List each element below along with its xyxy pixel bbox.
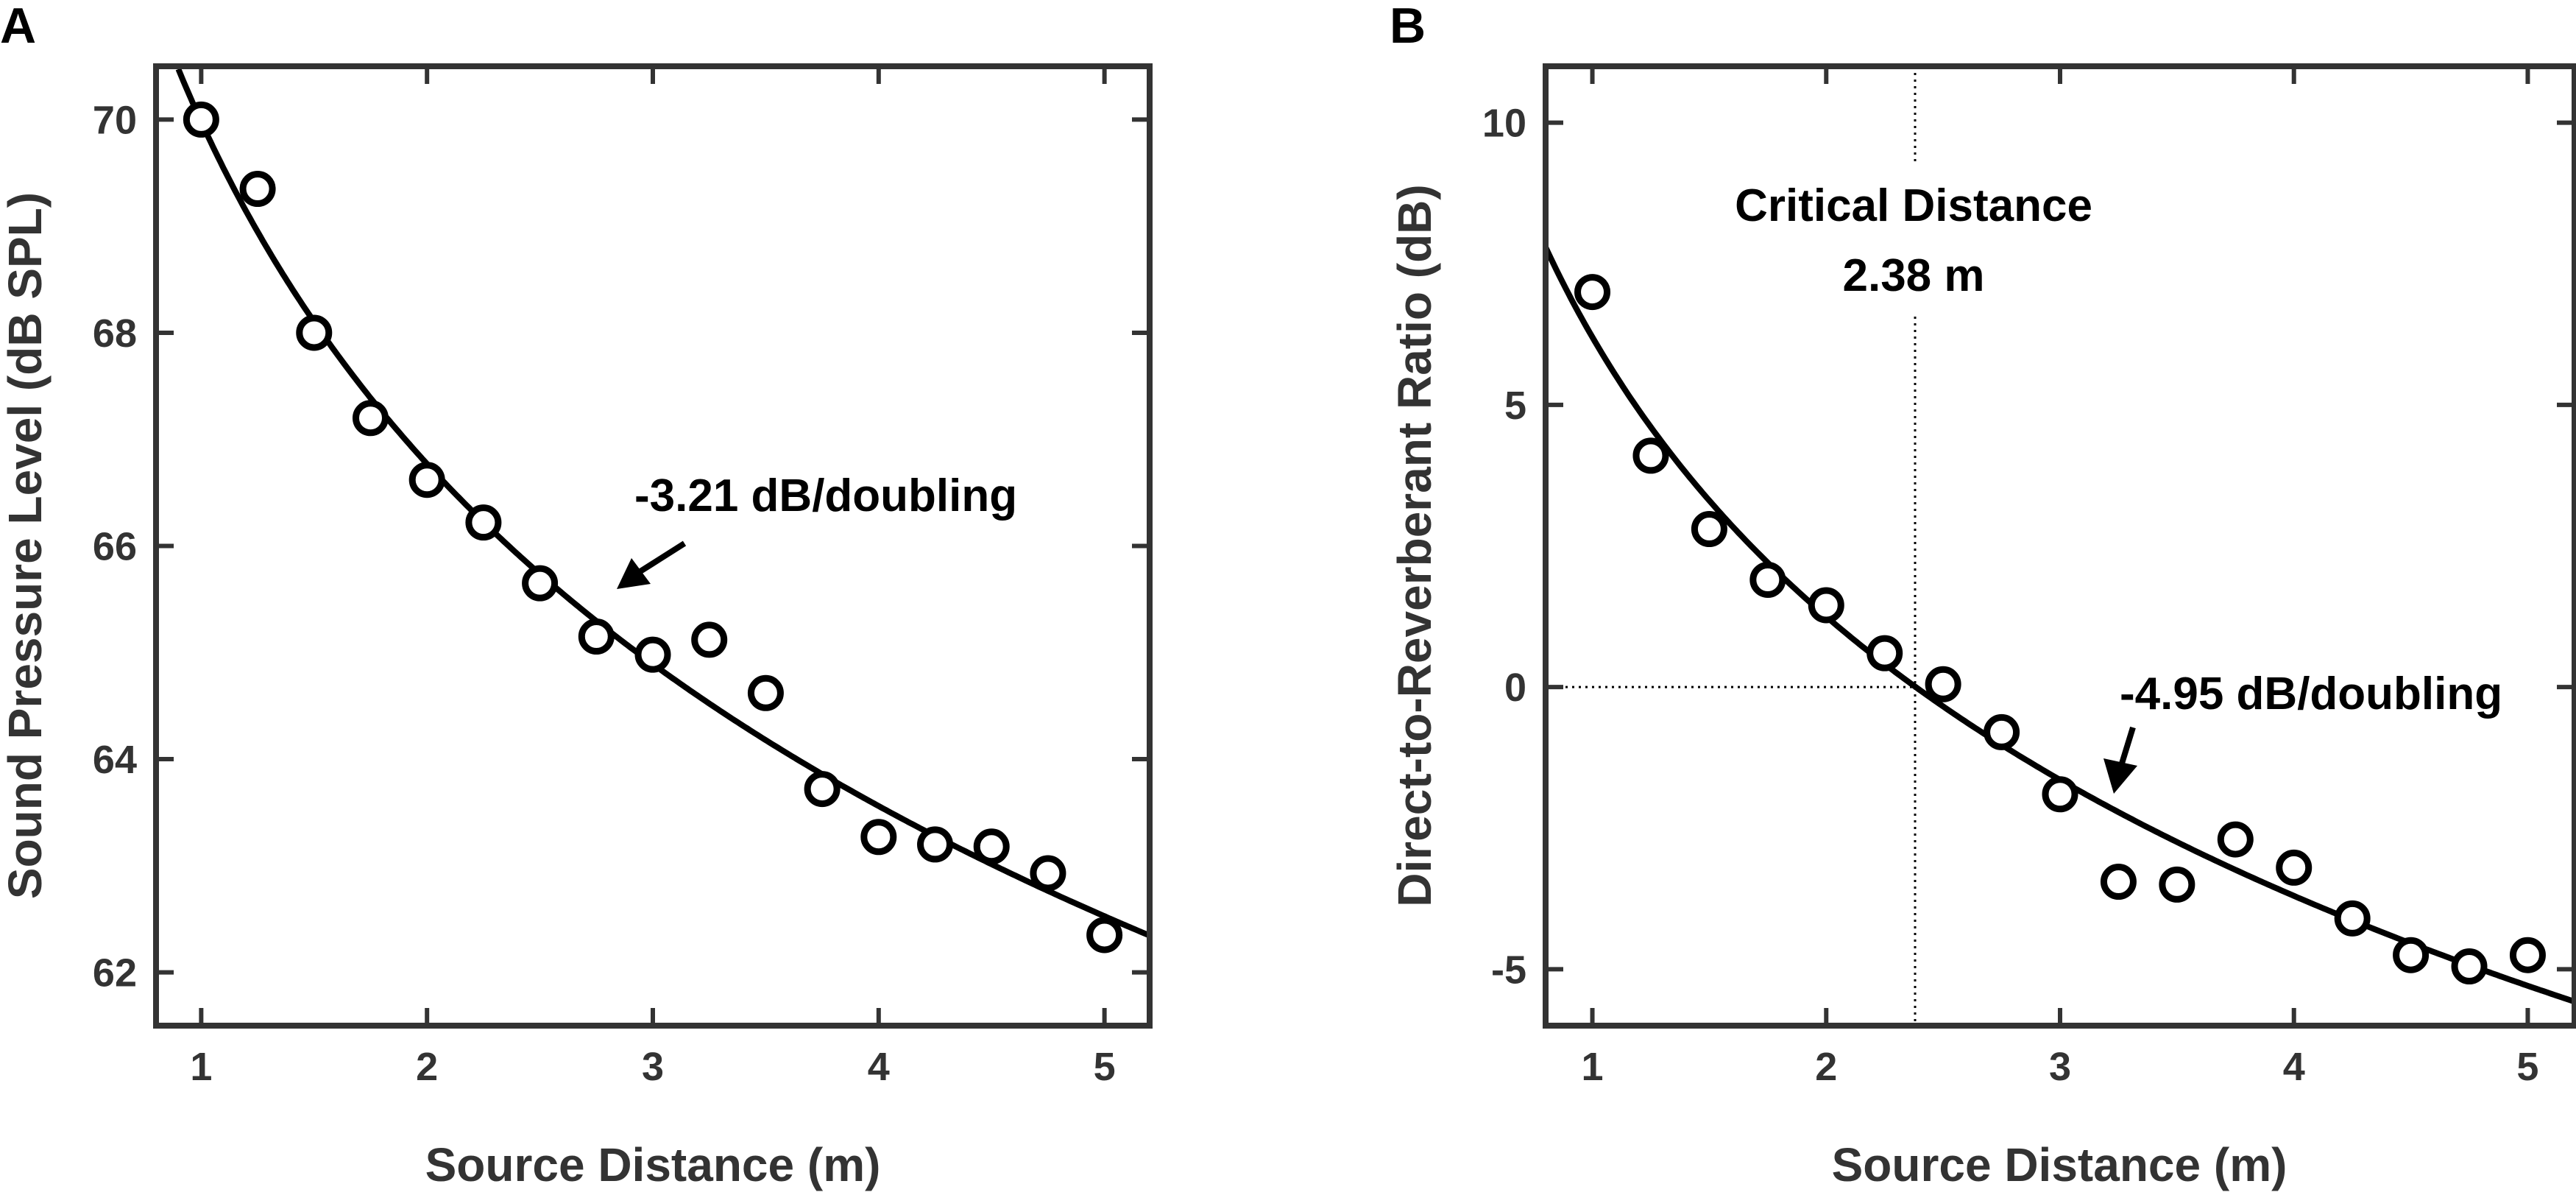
- panel-b-letter: B: [1390, 0, 1426, 54]
- panel-b-y-tick-label: 10: [1482, 102, 1526, 146]
- panel-a-data-point: [465, 504, 502, 541]
- panel-b-data-point: [2334, 900, 2371, 937]
- panel-a-data-point: [239, 170, 276, 207]
- panel-b-data-point: [1984, 713, 2020, 750]
- panel-a-y-tick-label: 62: [93, 951, 137, 995]
- panel-b-x-axis-label: Source Distance (m): [1832, 1138, 2287, 1191]
- panel-a-data-point: [522, 565, 559, 602]
- panel-b-fit-curve: [1543, 246, 2576, 1005]
- panel-b-arrow-shaft: [2118, 726, 2136, 767]
- panel-b-critical-distance-label: Critical Distance: [1735, 180, 2092, 231]
- panel-a-y-tick-label: 64: [93, 738, 137, 782]
- panel-b-data-point: [1925, 666, 1961, 702]
- panel-b-data-point: [2276, 849, 2313, 886]
- panel-a-data-point: [804, 771, 841, 808]
- panel-b-slope-annotation: -4.95 dB/doubling: [2120, 669, 2502, 719]
- panel-a-data-point: [408, 462, 445, 498]
- panel-a-data-point: [634, 636, 671, 673]
- panel-a-y-tick-label: 68: [93, 311, 137, 356]
- panel-b-data-point: [1691, 511, 1727, 548]
- panel-a-x-tick-label: 5: [1094, 1045, 1116, 1089]
- panel-b-data-point: [2159, 866, 2195, 903]
- panel-a-data-point: [973, 828, 1010, 865]
- panel-b-x-tick-label: 5: [2516, 1045, 2538, 1089]
- panel-a-y-axis-label: Sound Pressure Level (dB SPL): [0, 192, 52, 899]
- panel-a-arrow-shaft: [638, 540, 687, 574]
- panel-b-data-point: [1749, 561, 1786, 598]
- panel-a-data-point: [183, 101, 219, 138]
- panel-a-x-tick-label: 1: [190, 1045, 212, 1089]
- panel-a-data-point: [691, 621, 728, 658]
- panel-b-data-point: [2393, 937, 2430, 973]
- panel-b-x-tick-label: 1: [1582, 1045, 1604, 1089]
- panel-b-data-point: [1866, 635, 1903, 671]
- panel-b-data-point: [1574, 274, 1611, 311]
- panel-b-x-tick-label: 2: [1815, 1045, 1837, 1089]
- panel-b-data-point: [2042, 776, 2078, 813]
- panel-b-y-tick-label: 0: [1504, 666, 1526, 710]
- panel-b-y-axis-label: Direct-to-Reverberant Ratio (dB): [1388, 184, 1441, 906]
- panel-a-data-point: [352, 400, 389, 437]
- panel-b-x-tick-label: 4: [2283, 1045, 2305, 1089]
- panel-a-data-point: [296, 314, 333, 351]
- panel-b-data-point: [2451, 948, 2488, 985]
- panel-b-data-point: [2217, 821, 2254, 858]
- panel-b-data-point: [2509, 937, 2546, 973]
- panel-a-data-point: [747, 674, 784, 711]
- panel-a-y-tick-label: 70: [93, 98, 137, 142]
- panel-a-data-point: [578, 618, 615, 655]
- panel-b-data-point: [1808, 587, 1844, 624]
- panel-b-arrow-head: [2103, 758, 2137, 794]
- panel-a-x-tick-label: 4: [868, 1045, 890, 1089]
- panel-b: B 1 2 3 4 5 -5 0 5 10 Source Distance (m) Direc…: [1388, 0, 2576, 1191]
- panel-a-x-tick-label: 3: [642, 1045, 664, 1089]
- panel-a-data-point: [860, 819, 897, 856]
- panel-a-letter: A: [0, 0, 36, 54]
- panel-a-data-point: [1086, 917, 1123, 953]
- panel-a: A 1 2 3 4 5 62 64 66 68 70 Source Distance (m) S…: [0, 0, 1153, 1191]
- panel-a-x-axis-label: Source Distance (m): [425, 1138, 881, 1191]
- panel-b-data-point: [2100, 864, 2137, 900]
- panel-b-y-tick-label: 5: [1504, 384, 1526, 428]
- panel-b-critical-distance-value: 2.38 m: [1842, 250, 1984, 301]
- panel-a-y-tick-label: 66: [93, 525, 137, 569]
- panel-a-axes: [153, 63, 1153, 1029]
- panel-b-data-point: [1632, 437, 1669, 474]
- panel-b-x-tick-label: 3: [2049, 1045, 2071, 1089]
- panel-a-data-point: [1030, 855, 1066, 892]
- panel-b-y-tick-label: -5: [1491, 948, 1526, 992]
- panel-a-slope-annotation: -3.21 dB/doubling: [634, 470, 1017, 521]
- panel-a-x-tick-label: 2: [416, 1045, 438, 1089]
- panel-a-arrow-head: [617, 558, 651, 589]
- panel-a-data-point: [917, 826, 954, 863]
